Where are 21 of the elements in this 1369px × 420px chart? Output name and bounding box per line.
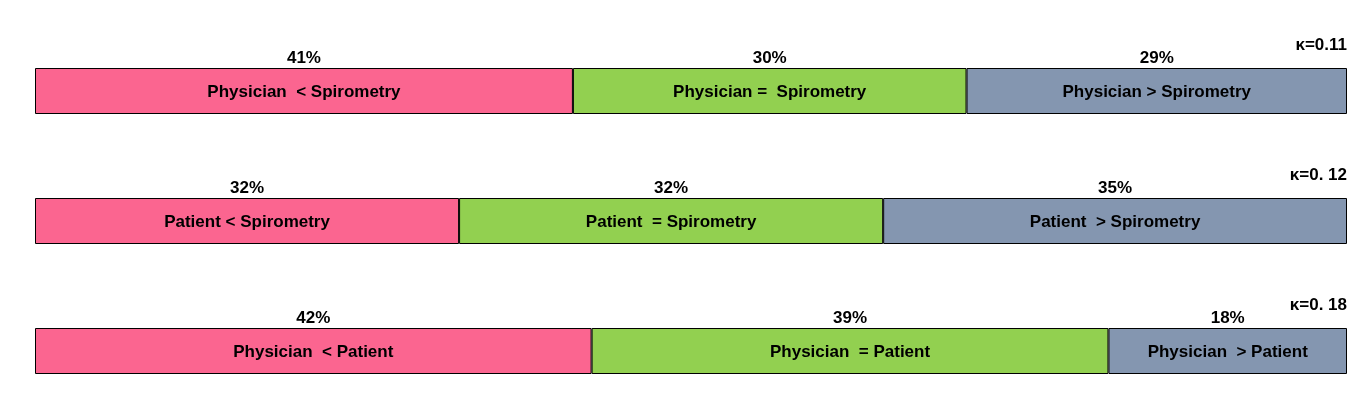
series-label: Physician < Patient	[233, 341, 394, 361]
data-label: 30%	[752, 48, 787, 67]
text: κ=0.11	[1295, 35, 1348, 54]
series-label: Physician = Spirometry	[673, 81, 867, 101]
series-label: Patient < Spirometry	[164, 211, 331, 231]
series-label: Physician = Patient	[769, 341, 931, 361]
series-label: Patient > Spirometry	[1029, 211, 1201, 231]
series-label: Patient = Spirometry	[585, 211, 757, 231]
series-label: Physician > Spirometry	[1062, 81, 1252, 101]
series-label: Physician < Spirometry	[207, 81, 402, 101]
text: κ=0. 12	[1289, 165, 1347, 184]
data-label: 42%	[296, 308, 331, 327]
data-label: 39%	[833, 308, 868, 327]
data-label: 32%	[230, 178, 265, 197]
series-label: Physician > Patient	[1147, 341, 1309, 361]
data-label: 32%	[654, 178, 689, 197]
data-label: 41%	[286, 48, 321, 67]
text: κ=0. 18	[1289, 295, 1347, 314]
data-label: 18%	[1210, 308, 1245, 327]
data-label: 29%	[1139, 48, 1174, 67]
data-label: 35%	[1098, 178, 1133, 197]
